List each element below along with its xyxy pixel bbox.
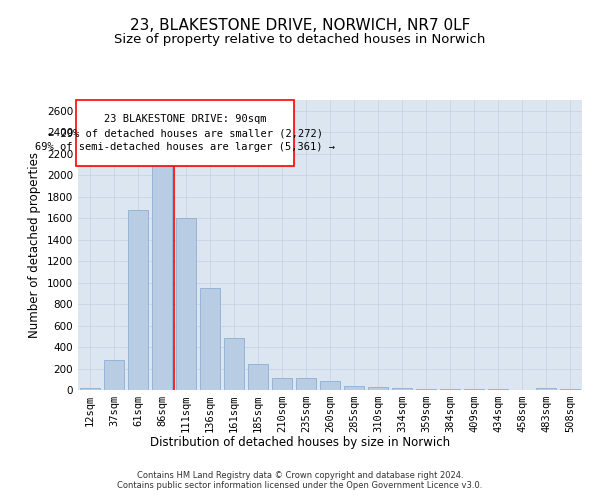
- Bar: [248, 364, 268, 390]
- Bar: [392, 388, 412, 390]
- Text: Size of property relative to detached houses in Norwich: Size of property relative to detached ho…: [115, 32, 485, 46]
- Bar: [464, 389, 484, 390]
- Text: Contains HM Land Registry data © Crown copyright and database right 2024.: Contains HM Land Registry data © Crown c…: [137, 472, 463, 480]
- Bar: [80, 388, 100, 390]
- Bar: [488, 389, 508, 390]
- Bar: [440, 389, 460, 390]
- Text: 69% of semi-detached houses are larger (5,361) →: 69% of semi-detached houses are larger (…: [35, 142, 335, 152]
- Bar: [536, 388, 556, 390]
- Bar: [128, 210, 148, 390]
- Bar: [368, 387, 388, 390]
- Bar: [200, 288, 220, 390]
- Y-axis label: Number of detached properties: Number of detached properties: [28, 152, 41, 338]
- Text: Distribution of detached houses by size in Norwich: Distribution of detached houses by size …: [150, 436, 450, 449]
- Bar: [272, 378, 292, 390]
- Bar: [224, 338, 244, 390]
- Text: ← 29% of detached houses are smaller (2,272): ← 29% of detached houses are smaller (2,…: [47, 128, 323, 138]
- Bar: [176, 218, 196, 390]
- Bar: [560, 389, 580, 390]
- Bar: [296, 378, 316, 390]
- Bar: [152, 155, 172, 390]
- Bar: [320, 382, 340, 390]
- Bar: [104, 360, 124, 390]
- Text: 23 BLAKESTONE DRIVE: 90sqm: 23 BLAKESTONE DRIVE: 90sqm: [104, 114, 266, 124]
- Bar: [344, 386, 364, 390]
- Text: Contains public sector information licensed under the Open Government Licence v3: Contains public sector information licen…: [118, 482, 482, 490]
- Text: 23, BLAKESTONE DRIVE, NORWICH, NR7 0LF: 23, BLAKESTONE DRIVE, NORWICH, NR7 0LF: [130, 18, 470, 32]
- Bar: [416, 389, 436, 390]
